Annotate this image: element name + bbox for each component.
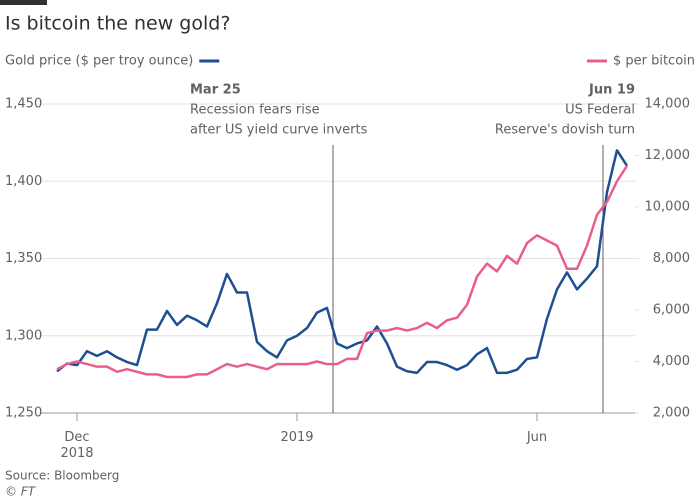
y2-tick-label: 8,000 — [653, 251, 690, 266]
brand-bar — [0, 0, 47, 5]
annotation-text: after US yield curve inverts — [190, 123, 368, 138]
annotation-title: Jun 19 — [588, 83, 635, 98]
x-tick-label-part: Dec — [64, 430, 89, 445]
y2-tick-label: 2,000 — [653, 406, 690, 421]
annotation-text: Reserve's dovish turn — [495, 123, 635, 138]
x-tick-label-part: 2018 — [60, 446, 93, 461]
y2-tick-label: 12,000 — [645, 148, 691, 163]
annotation-text: US Federal — [565, 103, 635, 118]
annotation-text: Recession fears rise — [190, 103, 320, 118]
legend-label: Gold price ($ per troy ounce) — [5, 54, 193, 69]
source: Source: Bloomberg — [5, 469, 119, 483]
annotation-title: Mar 25 — [190, 83, 241, 98]
y-tick-label: 1,250 — [5, 406, 42, 421]
chart-title: Is bitcoin the new gold? — [5, 13, 230, 35]
x-tick-label: Dec 2018 — [60, 430, 93, 461]
x-tick-label-part: 2019 — [280, 430, 313, 445]
y2-tick-label: 14,000 — [645, 97, 691, 112]
y2-tick-label: 10,000 — [645, 200, 691, 215]
credit: © FT — [5, 485, 37, 499]
y-tick-label: 1,300 — [5, 328, 42, 343]
series-line — [56, 165, 629, 379]
x-tick-label-part: Jun — [526, 430, 547, 445]
x-tick-label: 2019 — [280, 430, 313, 445]
y2-tick-label: 6,000 — [653, 303, 690, 318]
y2-tick-label: 4,000 — [653, 354, 690, 369]
y-tick-label: 1,400 — [5, 174, 42, 189]
y-tick-label: 1,450 — [5, 97, 42, 112]
x-tick-label: Jun — [526, 430, 547, 445]
y-tick-label: 1,350 — [5, 251, 42, 266]
series-line — [56, 149, 629, 375]
legend-label: $ per bitcoin — [613, 54, 695, 69]
